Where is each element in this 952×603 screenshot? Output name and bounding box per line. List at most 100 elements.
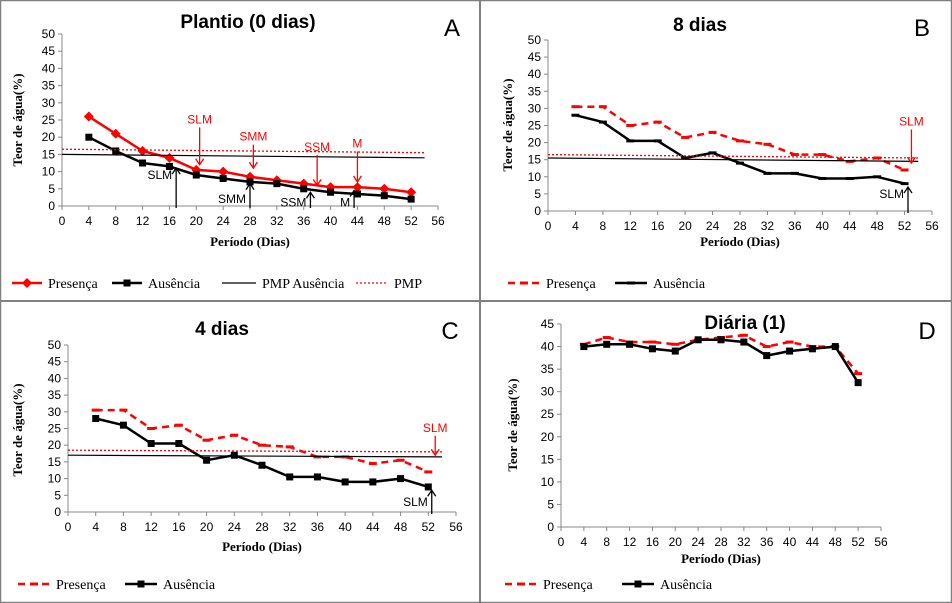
data-point bbox=[230, 451, 238, 459]
data-point bbox=[786, 347, 794, 355]
x-tick-label: 36 bbox=[297, 214, 311, 228]
arrow-up-icon bbox=[903, 185, 913, 194]
y-tick-label: 45 bbox=[48, 355, 62, 369]
x-tick-label: 16 bbox=[163, 214, 177, 228]
x-tick-label: 0 bbox=[545, 219, 552, 233]
data-point bbox=[85, 133, 93, 141]
y-tick-label: 0 bbox=[48, 199, 55, 213]
legend-label: Presença bbox=[48, 277, 99, 292]
annotation-up: SLM bbox=[403, 489, 437, 514]
x-tick-label: 0 bbox=[59, 214, 66, 228]
x-tick-label: 20 bbox=[200, 520, 214, 534]
legend-item: Ausência bbox=[622, 578, 713, 593]
legend-item: PMP bbox=[356, 277, 422, 292]
legend-item: Ausência bbox=[615, 277, 706, 292]
x-tick-label: 16 bbox=[646, 535, 660, 549]
y-tick-label: 15 bbox=[48, 455, 62, 469]
legend-item: Presença bbox=[505, 578, 594, 593]
arrow-up-icon bbox=[427, 489, 437, 497]
x-tick-label: 56 bbox=[925, 219, 939, 233]
data-point bbox=[147, 440, 155, 448]
x-tick-label: 56 bbox=[431, 214, 445, 228]
y-tick-label: 45 bbox=[541, 317, 555, 331]
x-tick-label: 56 bbox=[874, 535, 888, 549]
data-point bbox=[717, 336, 725, 344]
reference-line-pmp bbox=[67, 449, 443, 453]
x-axis-label: Período (Dias) bbox=[222, 539, 302, 554]
x-tick-label: 16 bbox=[651, 219, 665, 233]
data-point bbox=[139, 159, 147, 167]
y-tick-label: 5 bbox=[534, 187, 541, 201]
data-point bbox=[380, 192, 388, 200]
annotation-label: M bbox=[340, 196, 350, 210]
data-point bbox=[92, 414, 100, 422]
y-axis-label: Teor de água(%) bbox=[10, 383, 25, 476]
reference-line-pmp-ausencia bbox=[547, 157, 919, 162]
annotation-label: SLM bbox=[899, 115, 924, 129]
annotation-label: SSM bbox=[304, 140, 330, 154]
legend-swatch-marker bbox=[137, 580, 145, 588]
x-tick-label: 0 bbox=[65, 520, 72, 534]
annotation-label: SLM bbox=[187, 112, 212, 126]
data-point bbox=[397, 475, 405, 483]
x-axis-label: Período (Dias) bbox=[700, 234, 780, 249]
y-tick-label: 20 bbox=[541, 430, 555, 444]
x-tick-label: 20 bbox=[678, 219, 692, 233]
x-tick-label: 44 bbox=[366, 520, 380, 534]
data-point bbox=[165, 162, 173, 170]
data-point bbox=[424, 483, 432, 491]
x-tick-label: 32 bbox=[737, 535, 751, 549]
x-tick-label: 24 bbox=[706, 219, 720, 233]
annotation-label: SMM bbox=[218, 192, 246, 206]
x-tick-label: 52 bbox=[422, 520, 436, 534]
legend-swatch-marker bbox=[634, 580, 642, 588]
arrow-up-icon bbox=[245, 182, 255, 191]
legend-item: Presença bbox=[12, 277, 99, 292]
x-tick-label: 52 bbox=[851, 535, 865, 549]
x-tick-label: 20 bbox=[669, 535, 683, 549]
data-point bbox=[164, 152, 175, 163]
x-tick-label: 32 bbox=[283, 520, 297, 534]
annotation-down: SLM bbox=[423, 421, 448, 457]
data-point bbox=[407, 195, 415, 203]
legend-label: PMP Ausência bbox=[262, 277, 345, 292]
y-tick-label: 0 bbox=[534, 204, 541, 218]
y-tick-label: 20 bbox=[42, 130, 56, 144]
x-tick-label: 4 bbox=[86, 214, 93, 228]
legend-label: Ausência bbox=[163, 578, 216, 593]
x-tick-label: 8 bbox=[603, 535, 610, 549]
x-tick-label: 44 bbox=[843, 219, 857, 233]
annotation-up: SLM bbox=[879, 185, 913, 213]
y-axis-label: Teor de água(%) bbox=[500, 78, 515, 171]
x-tick-label: 16 bbox=[172, 520, 186, 534]
x-tick-label: 40 bbox=[324, 214, 338, 228]
annotation-label: SLM bbox=[147, 168, 172, 182]
y-tick-label: 35 bbox=[541, 362, 555, 376]
panel-letter: D bbox=[918, 318, 935, 345]
x-tick-label: 4 bbox=[92, 520, 99, 534]
y-tick-label: 5 bbox=[54, 488, 61, 502]
y-tick-label: 30 bbox=[541, 385, 555, 399]
annotation-label: SLM bbox=[423, 421, 448, 435]
y-tick-label: 10 bbox=[42, 165, 56, 179]
y-tick-label: 10 bbox=[528, 170, 542, 184]
x-tick-label: 40 bbox=[783, 535, 797, 549]
data-point bbox=[273, 180, 281, 188]
x-tick-label: 36 bbox=[788, 219, 802, 233]
x-tick-label: 20 bbox=[190, 214, 204, 228]
annotation-label: SMM bbox=[239, 130, 267, 144]
panel-letter: A bbox=[444, 15, 460, 42]
legend-item: Ausência bbox=[112, 277, 201, 292]
y-tick-label: 15 bbox=[528, 153, 542, 167]
x-tick-label: 0 bbox=[558, 535, 565, 549]
legend-swatch-marker bbox=[123, 279, 131, 287]
legend-label: PMP bbox=[394, 277, 422, 292]
x-tick-label: 44 bbox=[351, 214, 365, 228]
x-tick-label: 56 bbox=[449, 520, 463, 534]
panel-letter: B bbox=[914, 15, 930, 42]
arrow-up-icon bbox=[349, 189, 359, 197]
annotation-up: SLM bbox=[147, 166, 181, 208]
